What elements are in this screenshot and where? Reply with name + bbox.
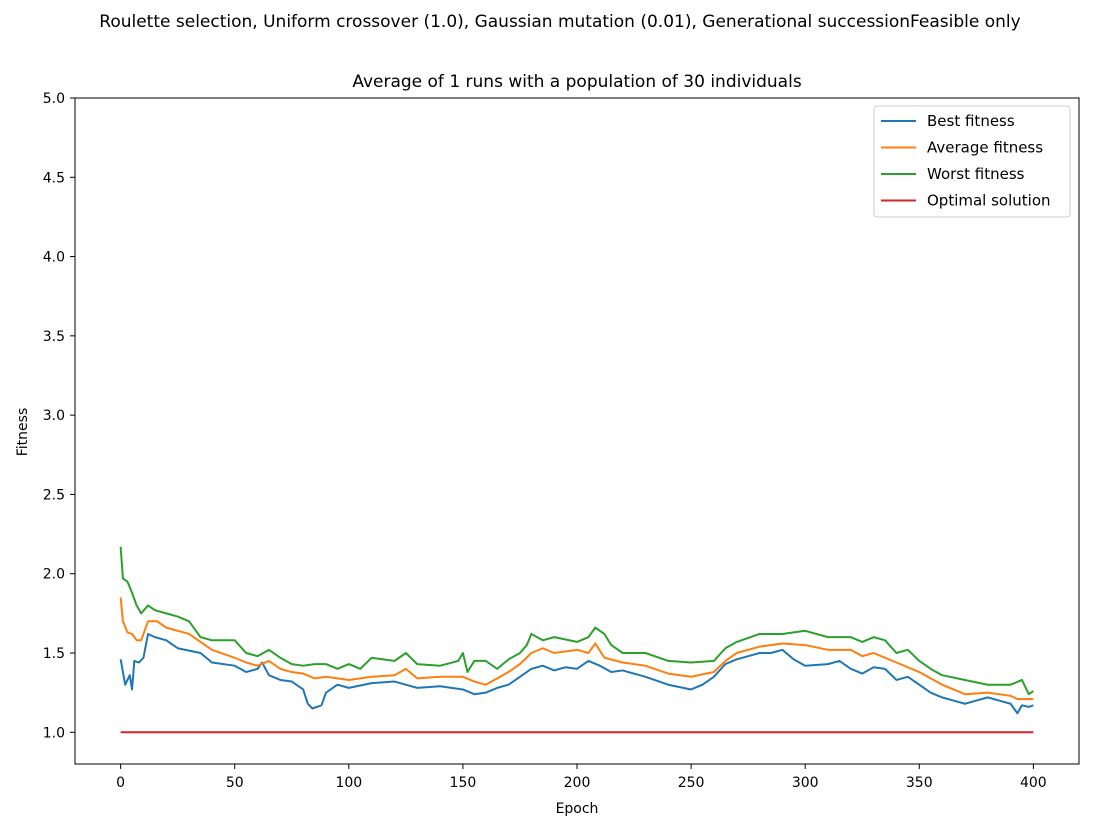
y-tick-label: 1.5 <box>43 646 65 662</box>
chart-suptitle: Roulette selection, Uniform crossover (1… <box>99 12 1020 32</box>
x-tick-label: 150 <box>450 775 477 791</box>
series-line-best-fitness <box>119 632 1034 715</box>
plot-lines <box>119 546 1034 734</box>
y-tick-label: 5.0 <box>43 91 65 107</box>
legend-label-worst-fitness: Worst fitness <box>927 165 1025 183</box>
series-line-worst-fitness <box>119 546 1034 696</box>
chart-legend: Best fitness Average fitness Worst fitness… <box>873 105 1071 218</box>
y-tick-label: 3.5 <box>43 329 65 345</box>
legend-label-best-fitness: Best fitness <box>927 112 1015 130</box>
y-tick-label: 2.0 <box>43 567 65 583</box>
legend-label-average-fitness: Average fitness <box>927 139 1043 157</box>
x-tick-label: 200 <box>564 775 591 791</box>
x-tick-label: 250 <box>678 775 705 791</box>
x-tick-label: 0 <box>116 775 125 791</box>
x-tick-label: 350 <box>906 775 933 791</box>
x-tick-label: 300 <box>792 775 819 791</box>
x-tick-label: 50 <box>226 775 244 791</box>
legend-box <box>873 105 1071 218</box>
x-axis-label: Epoch <box>556 801 599 817</box>
y-tick-label: 3.0 <box>43 408 65 424</box>
y-axis-ticks: 1.0 1.5 2.0 2.5 3.0 3.5 4.0 4.5 5.0 <box>43 91 75 741</box>
y-axis-label: Fitness <box>15 408 31 457</box>
x-tick-label: 100 <box>335 775 362 791</box>
x-tick-label: 400 <box>1020 775 1047 791</box>
y-tick-label: 4.5 <box>43 170 65 186</box>
x-axis-ticks: 0 50 100 150 200 250 300 350 400 <box>116 764 1047 791</box>
y-tick-label: 1.0 <box>43 725 65 741</box>
legend-label-optimal-solution: Optimal solution <box>927 192 1051 210</box>
y-tick-label: 4.0 <box>43 250 65 266</box>
series-line-average-fitness <box>119 597 1034 700</box>
chart-title: Average of 1 runs with a population of 3… <box>352 72 802 92</box>
y-tick-label: 2.5 <box>43 487 65 503</box>
